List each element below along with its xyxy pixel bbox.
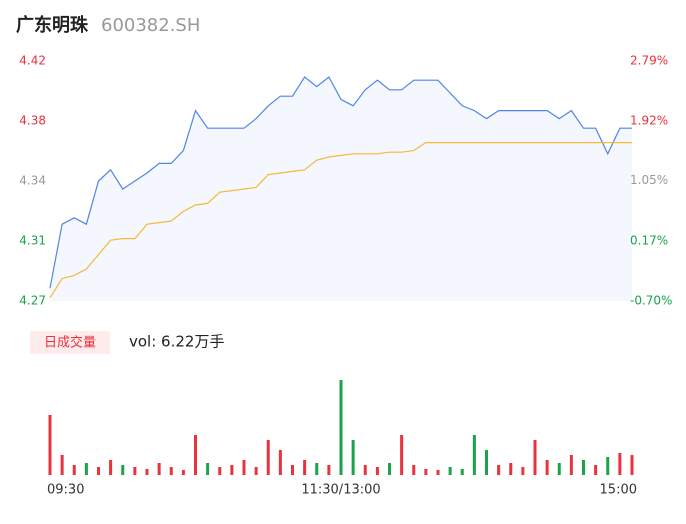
- y2-tick-label: 0.17%: [630, 234, 668, 248]
- volume-bar: [388, 463, 391, 475]
- volume-bar: [424, 469, 428, 475]
- volume-bar: [400, 435, 404, 475]
- volume-bar: [133, 467, 137, 475]
- volume-bar: [448, 467, 452, 475]
- volume-tag: 日成交量: [44, 335, 96, 351]
- x-tick-label: 09:30: [47, 483, 84, 498]
- price-line: [49, 76, 632, 289]
- volume-bar: [606, 457, 610, 475]
- volume-bar: [303, 460, 307, 475]
- volume-bar: [460, 469, 464, 475]
- volume-bar: [291, 465, 294, 475]
- volume-bar: [121, 465, 125, 475]
- volume-bar: [533, 440, 537, 475]
- volume-total: vol: 6.22万手: [129, 333, 224, 351]
- volume-bar: [109, 460, 113, 475]
- stock-name: 广东明珠: [16, 14, 89, 36]
- volume-bar: [521, 467, 525, 475]
- volume-bar: [594, 465, 598, 475]
- stock-code: 600382.SH: [101, 15, 200, 36]
- volume-bar: [363, 465, 367, 475]
- volume-bar: [412, 465, 416, 475]
- volume-bar: [72, 465, 76, 475]
- volume-bar: [509, 463, 513, 475]
- volume-bar: [157, 463, 161, 475]
- volume-bar: [206, 463, 210, 475]
- y-tick-label: 4.42: [19, 54, 46, 68]
- volume-bar: [351, 440, 355, 475]
- price-area: [50, 77, 632, 301]
- volume-bar: [48, 415, 52, 475]
- volume-bar: [557, 463, 561, 475]
- y-tick-label: 4.38: [19, 114, 46, 128]
- volume-bar: [315, 463, 319, 475]
- volume-bar: [327, 465, 331, 475]
- volume-bar: [84, 463, 88, 475]
- volume-bar: [472, 435, 476, 475]
- volume-bar: [582, 460, 585, 475]
- volume-bar: [436, 470, 440, 475]
- volume-bar: [169, 467, 173, 475]
- volume-bar: [266, 440, 270, 475]
- y-tick-label: 4.27: [19, 294, 46, 308]
- y2-tick-label: 1.05%: [630, 173, 668, 187]
- volume-bar: [181, 470, 185, 475]
- y2-tick-label: -0.70%: [630, 294, 672, 308]
- y2-tick-label: 2.79%: [630, 54, 668, 68]
- volume-bar: [60, 455, 64, 475]
- volume-bar: [242, 460, 246, 475]
- volume-bar: [497, 465, 501, 475]
- y2-tick-label: 1.92%: [630, 113, 668, 127]
- volume-bar: [194, 435, 197, 475]
- volume-bar: [618, 453, 622, 475]
- volume-bar: [278, 450, 282, 475]
- x-tick-label: 11:30/13:00: [301, 483, 380, 498]
- y-tick-label: 4.34: [19, 174, 46, 188]
- volume-bar: [218, 467, 222, 475]
- volume-bar: [230, 465, 234, 475]
- volume-bar: [254, 467, 258, 475]
- volume-bar: [145, 469, 149, 475]
- volume-bar: [485, 450, 488, 475]
- volume-tag-bg: [30, 331, 110, 354]
- volume-bar: [339, 380, 343, 475]
- average-line: [49, 142, 632, 299]
- y-tick-label: 4.31: [19, 234, 46, 248]
- volume-bar: [375, 467, 379, 475]
- volume-bar: [545, 460, 549, 475]
- volume-bar: [630, 455, 634, 475]
- x-tick-label: 15:00: [600, 483, 637, 498]
- volume-bar: [97, 467, 100, 475]
- volume-bar: [569, 455, 573, 475]
